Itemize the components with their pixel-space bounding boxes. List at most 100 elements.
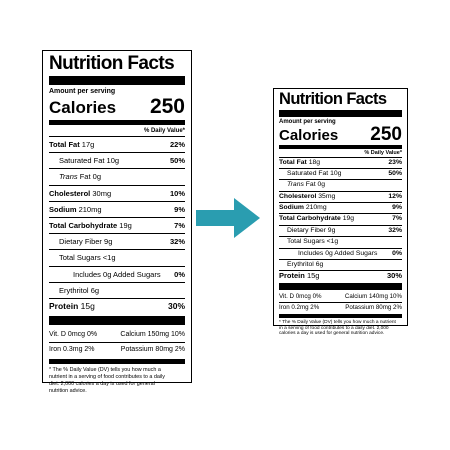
total-carbohydrate-row: Total Carbohydrate 19g 7% <box>49 216 185 233</box>
nutrient-amount: 210mg <box>305 204 327 212</box>
protein-row: Protein 15g 30% <box>279 270 402 281</box>
trans-fat-row: Trans Fat 0g <box>279 179 402 190</box>
calories-row: Calories 250 <box>279 125 402 144</box>
trans-fat-row: Trans Fat 0g <box>49 168 185 184</box>
calories-row: Calories 250 <box>49 96 185 117</box>
vitamin-right: Potassium 80mg 2% <box>345 303 402 311</box>
vitamin-row: Vit. D 0mcg 0% Calcium 140mg 10% <box>279 292 402 302</box>
footnote-line: * The % Daily Value (DV) tells you how m… <box>279 319 396 325</box>
nutrient-label: Total Fat <box>49 140 80 149</box>
nutrient-amount: 6g <box>315 261 324 269</box>
nutrient-label: Protein <box>49 300 79 311</box>
nutrient-amount: 15g <box>80 300 95 311</box>
nutrient-amount: 19g <box>119 220 132 230</box>
nutrient-label: Saturated Fat <box>59 156 105 166</box>
divider <box>279 282 402 290</box>
nutrient-label: Erythritol <box>287 261 314 269</box>
nutrient-amount: 17g <box>81 140 95 149</box>
nutrient-percent: 22% <box>169 140 185 149</box>
nutrient-label: Includes 0g Added Sugars <box>298 249 378 257</box>
nutrient-amount: 9g <box>104 237 113 247</box>
vitamin-row: Iron 0.2mg 2% Potassium 80mg 2% <box>279 301 402 313</box>
nutrient-percent: 12% <box>388 192 402 200</box>
nutrient-label-suffix: Fat <box>79 172 91 182</box>
vitamin-row: Iron 0.3mg 2% Potassium 80mg 2% <box>49 342 185 357</box>
nutrient-percent: 50% <box>388 169 402 177</box>
nutrient-label: Cholesterol <box>49 188 91 198</box>
nutrient-amount: 6g <box>90 285 100 295</box>
nutrient-percent: 0% <box>392 249 402 257</box>
added-sugars-row: Includes 0g Added Sugars 0% <box>279 247 402 259</box>
nutrient-percent: 9% <box>392 204 402 212</box>
nutrient-amount: <1g <box>326 238 339 246</box>
dietary-fiber-row: Dietary Fiber 9g 32% <box>279 224 402 236</box>
nutrient-label: Protein <box>279 271 305 281</box>
footnote-line: diet. 2,000 calories a day is used for g… <box>49 381 155 388</box>
nutrient-amount: 15g <box>306 271 320 281</box>
vitamin-right: Calcium 140mg 10% <box>344 292 402 300</box>
nutrient-label: Trans <box>287 181 304 189</box>
nutrient-label: Total Carbohydrate <box>49 220 118 230</box>
amount-per-serving: Amount per serving <box>49 88 116 95</box>
nutrient-percent: 32% <box>388 226 402 234</box>
nutrient-percent: 23% <box>388 158 402 166</box>
dietary-fiber-row: Dietary Fiber 9g 32% <box>49 233 185 249</box>
nutrient-percent: 7% <box>392 215 402 223</box>
daily-value-header: % Daily Value* <box>364 149 402 156</box>
nutrient-percent: 32% <box>169 237 185 247</box>
calories-label: Calories <box>49 98 117 117</box>
total-fat-row: Total Fat 18g 23% <box>279 156 402 168</box>
vitamin-row: Vit. D 0mcg 0% Calcium 150mg 10% <box>49 328 185 342</box>
divider <box>49 120 185 125</box>
nutrient-amount: 10g <box>106 156 120 166</box>
calories-value: 250 <box>370 123 402 145</box>
footnote: * The % Daily Value (DV) tells you how m… <box>279 313 402 337</box>
nutrient-amount: 35mg <box>318 192 336 200</box>
vitamin-left: Iron 0.3mg 2% <box>49 346 95 354</box>
nutrient-amount: 10g <box>330 169 342 177</box>
nutrient-label: Dietary Fiber <box>59 237 102 247</box>
label-title: Nutrition Facts <box>279 90 387 108</box>
nutrient-label: Dietary Fiber <box>287 226 326 234</box>
vitamin-right: Calcium 150mg 10% <box>120 331 185 339</box>
nutrient-percent: 50% <box>169 156 185 166</box>
vitamin-left: Vit. D 0mcg 0% <box>49 331 98 339</box>
nutrient-percent: 9% <box>174 204 185 214</box>
footnote-line: * The % Daily Value (DV) tells you how m… <box>49 367 161 374</box>
vitamin-right: Potassium 80mg 2% <box>120 346 185 354</box>
nutrient-label: Includes 0g Added Sugars <box>73 269 161 279</box>
cholesterol-row: Cholesterol 35mg 12% <box>279 190 402 202</box>
added-sugars-row: Includes 0g Added Sugars 0% <box>49 265 185 282</box>
daily-value-header: % Daily Value* <box>143 128 185 134</box>
nutrient-percent: 30% <box>167 300 185 311</box>
nutrition-label-updated: Nutrition Facts Amount per serving Calor… <box>273 88 408 336</box>
sodium-row: Sodium 210mg 9% <box>279 202 402 213</box>
erythritol-row: Erythritol 6g <box>49 281 185 298</box>
divider <box>279 144 402 149</box>
footnote-line: nutrient in a serving of food contribute… <box>49 374 165 381</box>
nutrient-label: Saturated Fat <box>287 169 329 177</box>
total-carbohydrate-row: Total Carbohydrate 19g 7% <box>279 213 402 224</box>
nutrient-label: Sodium <box>279 204 304 212</box>
nutrient-percent: 10% <box>169 188 185 198</box>
nutrient-label: Total Carbohydrate <box>279 215 341 223</box>
nutrient-amount: 30mg <box>92 188 112 198</box>
nutrition-label-original: Nutrition Facts Amount per serving Calor… <box>42 50 192 394</box>
nutrient-amount: 9g <box>327 226 336 234</box>
nutrient-amount: 0g <box>317 181 326 189</box>
nutrient-amount: <1g <box>102 253 116 263</box>
nutrient-amount: 18g <box>308 158 321 166</box>
calories-value: 250 <box>149 95 185 118</box>
footnote-line: calories a day is used for general nutri… <box>279 331 385 337</box>
nutrient-percent: 30% <box>386 271 402 281</box>
footnote: * The % Daily Value (DV) tells you how m… <box>49 359 185 395</box>
nutrient-label: Total Sugars <box>287 238 325 246</box>
nutrient-label: Total Sugars <box>59 253 101 263</box>
nutrient-label-suffix: Fat <box>305 181 316 189</box>
vitamin-left: Vit. D 0mcg 0% <box>279 292 322 300</box>
nutrient-amount: 210mg <box>78 204 102 214</box>
saturated-fat-row: Saturated Fat 10g 50% <box>49 152 185 168</box>
nutrient-percent: 7% <box>174 220 185 230</box>
nutrient-label: Cholesterol <box>279 192 317 200</box>
nutrient-label: Trans <box>59 172 78 182</box>
